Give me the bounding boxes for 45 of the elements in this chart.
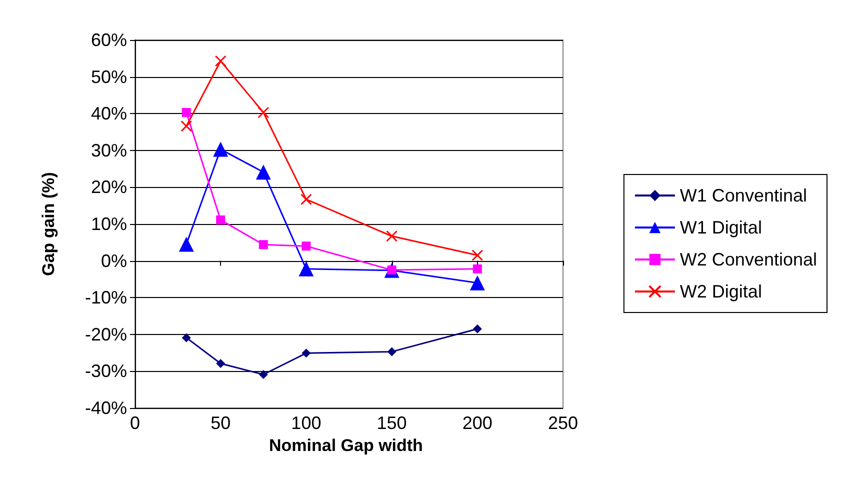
x-tick-label: 100 bbox=[291, 413, 322, 433]
point bbox=[214, 55, 226, 67]
y-tick-label: 60% bbox=[90, 30, 127, 50]
y-axis-title: Gap gain (%) bbox=[39, 172, 58, 276]
y-tick-label: -10% bbox=[84, 288, 127, 308]
point bbox=[472, 324, 482, 334]
point bbox=[258, 240, 268, 250]
legend-label: W1 Digital bbox=[680, 218, 762, 238]
x-tick-label: 250 bbox=[548, 413, 578, 433]
point bbox=[216, 215, 226, 224]
point bbox=[213, 142, 228, 157]
point bbox=[302, 348, 311, 358]
y-tick-label: -40% bbox=[84, 398, 127, 418]
x-tick-label: 0 bbox=[130, 413, 140, 433]
legend-label: W2 Digital bbox=[680, 282, 762, 302]
point bbox=[182, 108, 191, 117]
point bbox=[256, 164, 271, 180]
point bbox=[472, 250, 484, 262]
x-tick-label: 50 bbox=[210, 413, 231, 433]
x-axis-title: Nominal Gap width bbox=[269, 436, 423, 455]
y-tick-label: 10% bbox=[90, 214, 127, 234]
legend-label: W1 Conventinal bbox=[680, 186, 808, 206]
y-tick-label: 40% bbox=[90, 104, 127, 124]
y-tick-label: 30% bbox=[90, 140, 127, 160]
point bbox=[298, 261, 314, 276]
point bbox=[182, 333, 191, 342]
point bbox=[258, 106, 270, 118]
y-tick-label: -30% bbox=[84, 361, 127, 382]
y-tick-label: 0% bbox=[100, 250, 127, 271]
point bbox=[216, 358, 226, 368]
x-tick-label: 150 bbox=[376, 413, 407, 433]
legend-label: W2 Conventional bbox=[680, 250, 818, 270]
x-tick-label: 200 bbox=[462, 413, 492, 433]
point bbox=[472, 264, 482, 274]
point bbox=[258, 370, 268, 380]
point bbox=[387, 347, 396, 356]
point bbox=[386, 230, 398, 242]
point bbox=[178, 236, 194, 252]
point bbox=[470, 275, 485, 290]
point bbox=[302, 242, 311, 251]
y-tick-label: 50% bbox=[90, 66, 127, 87]
point bbox=[300, 194, 312, 206]
y-tick-label: 20% bbox=[90, 177, 127, 198]
y-tick-label: -20% bbox=[84, 324, 127, 344]
point bbox=[180, 120, 192, 132]
